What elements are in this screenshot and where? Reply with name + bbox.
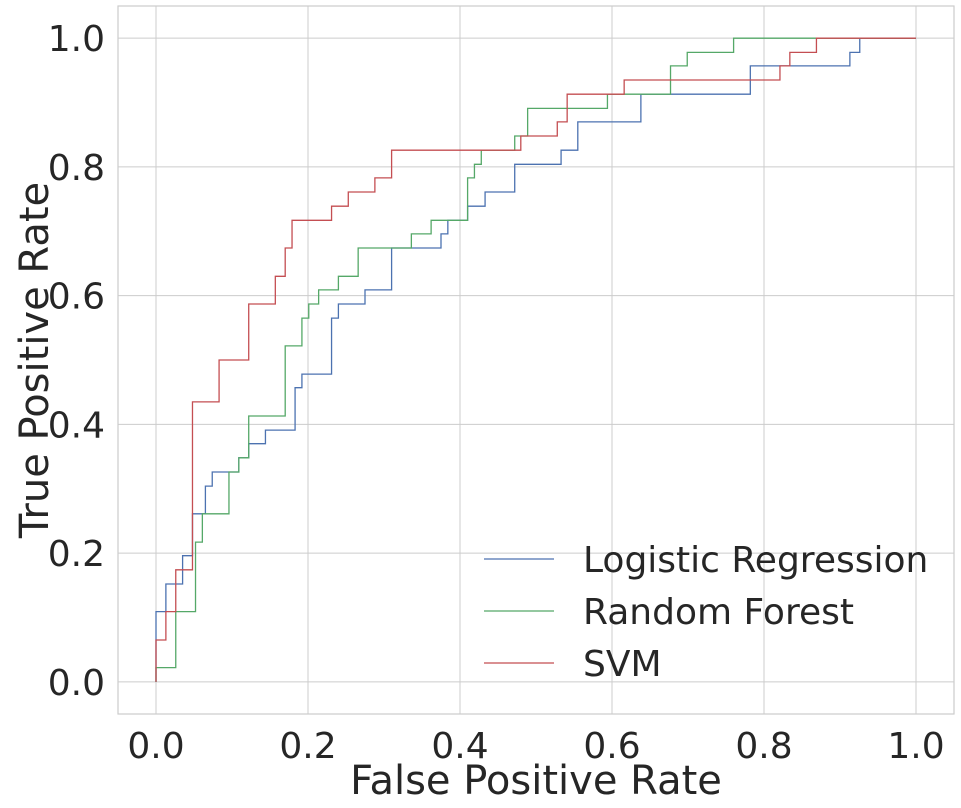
series-line bbox=[155, 37, 916, 682]
y-tick-label: 0.8 bbox=[48, 148, 105, 189]
plot-frame bbox=[117, 5, 955, 715]
y-axis-label: True Positive Rate bbox=[12, 182, 58, 539]
y-tick-label: 0.4 bbox=[48, 405, 105, 446]
x-tick-label: 0.0 bbox=[127, 726, 184, 767]
x-tick-label: 0.4 bbox=[431, 726, 488, 767]
series-line bbox=[155, 37, 916, 682]
y-tick-label: 0.0 bbox=[48, 663, 105, 704]
x-tick-label: 0.2 bbox=[279, 726, 336, 767]
x-tick-label: 0.8 bbox=[735, 726, 792, 767]
legend-label: Random Forest bbox=[583, 592, 854, 633]
y-tick-label: 0.2 bbox=[48, 534, 105, 575]
y-tick-labels: 0.0 0.2 0.4 0.6 0.8 1.0 bbox=[48, 19, 105, 704]
x-axis-label: False Positive Rate bbox=[350, 758, 722, 804]
x-tick-label: 0.6 bbox=[583, 726, 640, 767]
legend: Logistic Regression Random Forest SVM bbox=[484, 540, 928, 685]
legend-label: Logistic Regression bbox=[583, 540, 928, 581]
y-tick-label: 1.0 bbox=[48, 19, 105, 60]
series-lines bbox=[155, 37, 916, 682]
x-tick-label: 1.0 bbox=[887, 726, 944, 767]
legend-label: SVM bbox=[583, 644, 662, 685]
y-tick-label: 0.6 bbox=[48, 277, 105, 318]
grid-lines bbox=[118, 6, 954, 714]
series-line bbox=[155, 37, 916, 682]
x-tick-labels: 0.0 0.2 0.4 0.6 0.8 1.0 bbox=[127, 726, 944, 767]
